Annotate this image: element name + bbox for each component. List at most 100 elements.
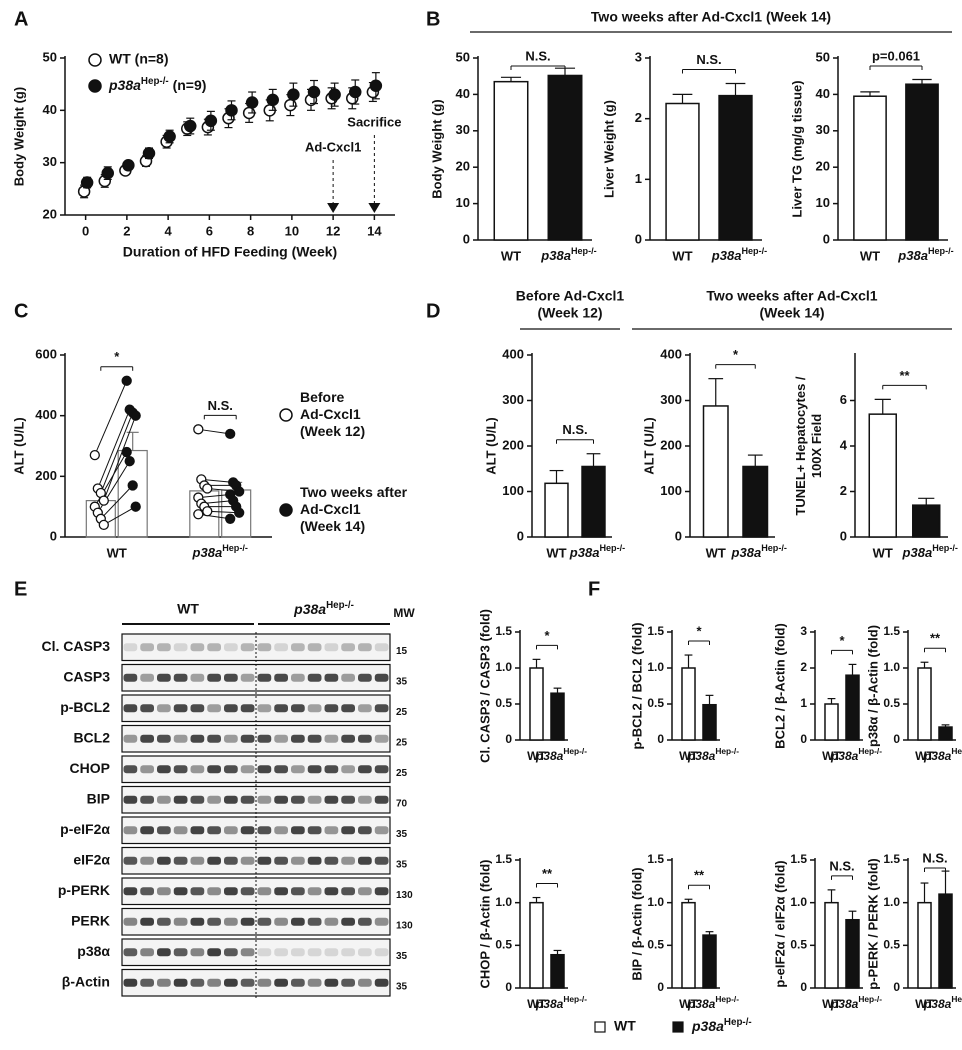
data-point — [266, 93, 279, 107]
blot-band — [307, 704, 322, 713]
blot-band — [324, 643, 339, 652]
data-point — [121, 375, 132, 386]
blot-band — [240, 887, 255, 896]
label-superscript: Hep-/- — [141, 76, 169, 87]
blot-band — [140, 673, 154, 682]
blot-band — [274, 887, 288, 896]
bar — [529, 901, 544, 989]
bar — [581, 465, 606, 538]
y-tick-label: 2 — [800, 660, 807, 674]
blot-band — [190, 978, 205, 987]
legend-label-line: Before — [300, 389, 345, 405]
blot-band — [324, 795, 339, 804]
blot-band — [291, 643, 305, 652]
significance-label: N.S. — [525, 48, 550, 63]
blot-mw: 70 — [396, 798, 408, 809]
y-tick-label: 0 — [657, 732, 664, 746]
y-axis-label: Liver Weight (g) — [601, 100, 616, 198]
panel-label: A — [14, 8, 28, 30]
blot-band — [224, 734, 238, 743]
paired-line — [198, 428, 231, 435]
bar — [917, 667, 932, 741]
legend-label: p38aHep-/- (n=9) — [108, 76, 206, 93]
legend-label: Before Ad-Cxcl1 (Week 12) — [300, 389, 365, 439]
legend-label-line: Ad-Cxcl1 — [300, 406, 361, 422]
blot-band — [190, 856, 205, 865]
label-italic: p38a — [108, 77, 141, 93]
y-tick-label: 200 — [660, 437, 682, 452]
label-superscript: Hep-/- — [932, 543, 958, 553]
y-tick-label: 200 — [35, 468, 57, 483]
y-tick-label: 0.5 — [883, 696, 900, 710]
x-tick-label: p38aHep-/- — [535, 746, 587, 763]
blot-band — [123, 856, 138, 865]
significance-label: N.S. — [562, 422, 587, 437]
bar — [550, 692, 565, 741]
data-point — [121, 446, 132, 458]
marker-arrowhead — [368, 203, 381, 213]
blot-band — [240, 795, 255, 804]
data-point — [307, 85, 321, 99]
data-point — [130, 410, 141, 421]
label-italic: p38a — [687, 997, 716, 1011]
y-tick-label: 0 — [823, 231, 830, 246]
blot-row-label: Cl. CASP3 — [42, 638, 111, 654]
y-tick-label: 10 — [456, 195, 470, 210]
blot-band — [358, 643, 372, 652]
blot-band — [190, 948, 205, 957]
y-axis-label: Body Weight (g) — [11, 87, 26, 186]
blot-band — [224, 948, 238, 957]
blot-band — [123, 948, 138, 957]
blot-band — [341, 643, 355, 652]
blot-band — [207, 673, 221, 682]
data-point — [124, 456, 135, 467]
group-title: Two weeks after Ad-Cxcl1 (Week 14) — [706, 287, 877, 320]
blot-band — [257, 795, 272, 804]
x-tick-label: p38aHep-/- — [731, 543, 787, 560]
blot-band — [207, 795, 221, 804]
bar — [544, 482, 569, 538]
label-italic: p38a — [897, 248, 928, 263]
label-italic: p38a — [691, 1018, 724, 1034]
blot-band — [207, 643, 221, 652]
y-tick-label: 40 — [43, 102, 57, 117]
blot-band — [374, 887, 389, 896]
blot-band — [307, 765, 322, 774]
blot-band — [291, 917, 305, 926]
group-title-line: Before Ad-Cxcl1 — [516, 287, 625, 303]
blot-band — [224, 917, 238, 926]
y-tick-label: 300 — [502, 392, 524, 407]
blot-band — [190, 826, 205, 835]
blot-band — [257, 856, 272, 865]
x-tick-label: WT — [501, 248, 521, 263]
blot-band — [374, 917, 389, 926]
blot-band — [173, 643, 188, 652]
x-tick-label: p38aHep-/- — [830, 746, 882, 763]
legend-marker — [279, 408, 293, 422]
blot-mw: 35 — [396, 981, 408, 992]
y-tick-label: 1.5 — [883, 852, 900, 866]
blot-band — [291, 826, 305, 835]
blot-band — [358, 795, 372, 804]
blot-row-label: β-Actin — [62, 973, 110, 989]
y-axis-label: Cl. CASP3 / CASP3 (fold) — [477, 609, 492, 763]
y-tick-label: 0 — [893, 980, 900, 994]
data-point — [225, 428, 236, 440]
label-superscript: Hep-/- — [951, 746, 962, 756]
data-point — [122, 159, 135, 172]
label-italic: p38a — [711, 248, 742, 263]
blot-band — [341, 917, 355, 926]
label-italic: p38a — [540, 248, 571, 263]
blot-mw: 35 — [396, 676, 408, 687]
blot-band — [324, 856, 339, 865]
x-tick-label: p38aHep-/- — [569, 543, 625, 560]
legend-label-line: (Week 12) — [300, 423, 365, 439]
x-tick-label: WT — [107, 545, 127, 560]
data-point — [101, 166, 114, 180]
y-tick-label: 3 — [635, 49, 642, 64]
y-tick-label: 1.5 — [495, 852, 512, 866]
significance-label: ** — [694, 868, 705, 883]
blot-band — [157, 795, 171, 804]
marker-label: Ad-Cxcl1 — [305, 139, 361, 154]
group-title: Two weeks after Ad-Cxcl1 (Week 14) — [591, 9, 831, 25]
